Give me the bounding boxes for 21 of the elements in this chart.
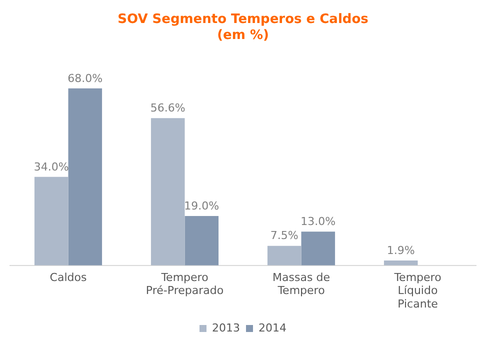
- data-label: 7.5%: [270, 229, 298, 242]
- legend-label: 2013: [212, 321, 240, 334]
- data-label: 19.0%: [184, 199, 220, 212]
- bar: [301, 232, 336, 266]
- data-label: 13.0%: [300, 214, 336, 228]
- x-tick-label: Massas de Tempero: [272, 270, 330, 298]
- data-label: 1.9%: [386, 244, 415, 257]
- x-tick-label: Tempero Líquido Picante: [393, 270, 442, 310]
- x-tick-label: Caldos: [50, 270, 87, 284]
- data-label: 34.0%: [34, 160, 69, 174]
- bar: [184, 216, 219, 266]
- x-tick-label: Tempero Pré-Preparado: [146, 270, 224, 298]
- data-label: 56.6%: [150, 101, 186, 114]
- bar: [68, 88, 102, 266]
- legend-label: 2014: [258, 321, 286, 334]
- data-label: 68.0%: [68, 72, 103, 85]
- bar: [150, 118, 185, 266]
- bar: [267, 246, 302, 266]
- bar: [384, 260, 418, 266]
- bar: [34, 176, 68, 266]
- chart-title: SOV Segmento Temperos e Caldos (em %): [118, 12, 369, 43]
